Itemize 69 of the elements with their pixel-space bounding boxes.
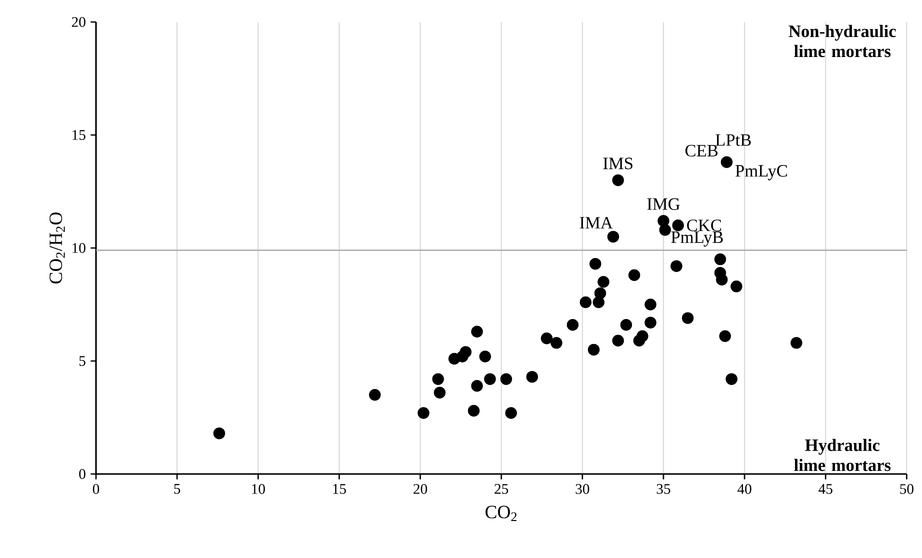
point — [719, 330, 731, 342]
annotation: Non-hydraulic lime mortars — [788, 24, 896, 58]
y-tick-label: 5 — [79, 356, 86, 366]
point — [418, 407, 430, 419]
point — [720, 156, 733, 168]
y-tick-label: 10 — [72, 243, 86, 253]
point — [484, 373, 496, 385]
point — [607, 230, 620, 243]
point — [566, 318, 579, 331]
point — [460, 346, 472, 358]
point — [790, 337, 802, 349]
point — [526, 370, 538, 383]
annotation: PmLyC — [735, 165, 787, 180]
point — [468, 404, 480, 417]
x-tick-label: 20 — [414, 484, 428, 494]
x-tick-label: 40 — [737, 484, 752, 494]
point — [612, 334, 624, 347]
point — [644, 298, 656, 310]
annotation: CEB — [685, 144, 718, 157]
x-tick-label: 50 — [900, 484, 914, 494]
point — [500, 373, 512, 385]
annotation: PmLyB — [671, 232, 723, 247]
x-tick-label: 45 — [818, 484, 832, 494]
x-tick-label: 10 — [252, 484, 265, 494]
x-tick-label: 30 — [576, 484, 590, 494]
point — [479, 350, 491, 362]
y-tick-label: 20 — [72, 17, 86, 27]
point — [540, 332, 553, 344]
point — [580, 296, 592, 308]
point — [505, 407, 517, 419]
point — [471, 380, 483, 392]
point — [588, 344, 600, 356]
x-tick-label: 5 — [174, 484, 180, 494]
point — [714, 253, 726, 266]
x-axis-title: CO$_{2}$ — [486, 506, 517, 521]
point — [590, 258, 602, 270]
annotation: IMA — [580, 216, 613, 228]
point — [213, 427, 226, 440]
point — [628, 269, 640, 281]
point — [594, 287, 606, 300]
point — [434, 386, 446, 399]
x-tick-label: 25 — [494, 484, 508, 494]
point — [598, 276, 610, 288]
point — [659, 224, 671, 236]
point — [612, 174, 624, 186]
point — [550, 337, 562, 349]
annotation: Hydraulic lime mortars — [794, 438, 891, 472]
annotation: IMS — [603, 158, 632, 170]
annotation: IMG — [647, 198, 680, 210]
point — [369, 389, 381, 401]
point — [471, 326, 483, 338]
y-axis-title: CO$_{2}$/H$_{2}$O — [50, 212, 65, 284]
point — [716, 274, 728, 286]
point — [644, 316, 656, 328]
point — [672, 220, 684, 232]
point — [432, 373, 444, 385]
annotation: LPtB — [716, 134, 751, 146]
x-tick-label: 0 — [92, 484, 100, 494]
x-tick-label: 35 — [656, 484, 670, 494]
x-tick-label: 15 — [333, 484, 346, 494]
point — [670, 260, 682, 272]
point — [730, 280, 742, 292]
y-tick-label: 15 — [72, 130, 86, 140]
point — [682, 312, 694, 324]
point — [726, 373, 738, 385]
y-tick-label: 0 — [79, 469, 86, 479]
annotation: CKC — [687, 220, 721, 232]
point — [620, 318, 632, 331]
point — [636, 330, 648, 342]
